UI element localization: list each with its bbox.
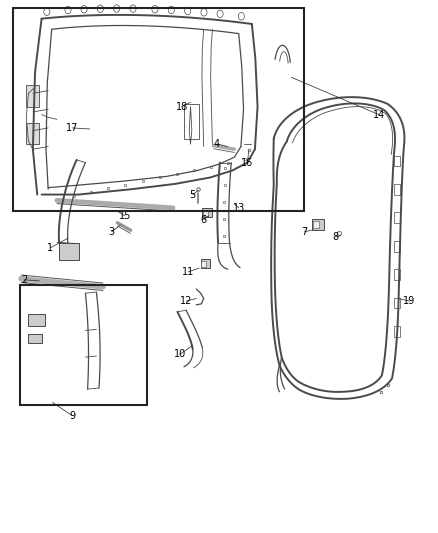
Bar	[394, 241, 400, 252]
Bar	[26, 85, 39, 107]
Bar	[394, 269, 400, 280]
Text: 6: 6	[201, 215, 207, 224]
Text: 5: 5	[190, 190, 196, 199]
Bar	[394, 213, 400, 223]
Bar	[28, 334, 42, 343]
Bar	[201, 259, 210, 268]
Bar	[394, 298, 400, 309]
Bar	[20, 285, 147, 405]
Text: 18: 18	[176, 102, 188, 111]
Bar	[26, 123, 39, 144]
Bar	[394, 184, 400, 195]
Text: 15: 15	[119, 211, 131, 221]
Text: 2: 2	[21, 275, 27, 285]
Text: 8: 8	[332, 232, 338, 242]
Bar	[13, 8, 304, 211]
Bar	[184, 104, 199, 139]
Text: 19: 19	[403, 296, 416, 306]
Text: 3: 3	[109, 227, 115, 237]
Text: 13: 13	[233, 203, 245, 213]
Bar	[28, 314, 45, 326]
Bar	[394, 326, 400, 337]
Text: 12: 12	[180, 296, 192, 306]
Text: 17: 17	[66, 123, 78, 133]
Bar	[312, 219, 324, 230]
Bar	[203, 211, 208, 216]
Text: 9: 9	[69, 411, 75, 421]
Bar	[394, 156, 400, 166]
Bar	[202, 208, 212, 217]
Bar	[201, 261, 206, 266]
Text: 1: 1	[47, 243, 53, 253]
Text: 16: 16	[241, 158, 254, 167]
Text: 4: 4	[214, 139, 220, 149]
Text: 7: 7	[301, 227, 307, 237]
Text: 10: 10	[173, 350, 186, 359]
Text: 11: 11	[182, 267, 194, 277]
Text: 14: 14	[373, 110, 385, 119]
Bar	[313, 221, 319, 228]
Bar	[59, 243, 79, 260]
